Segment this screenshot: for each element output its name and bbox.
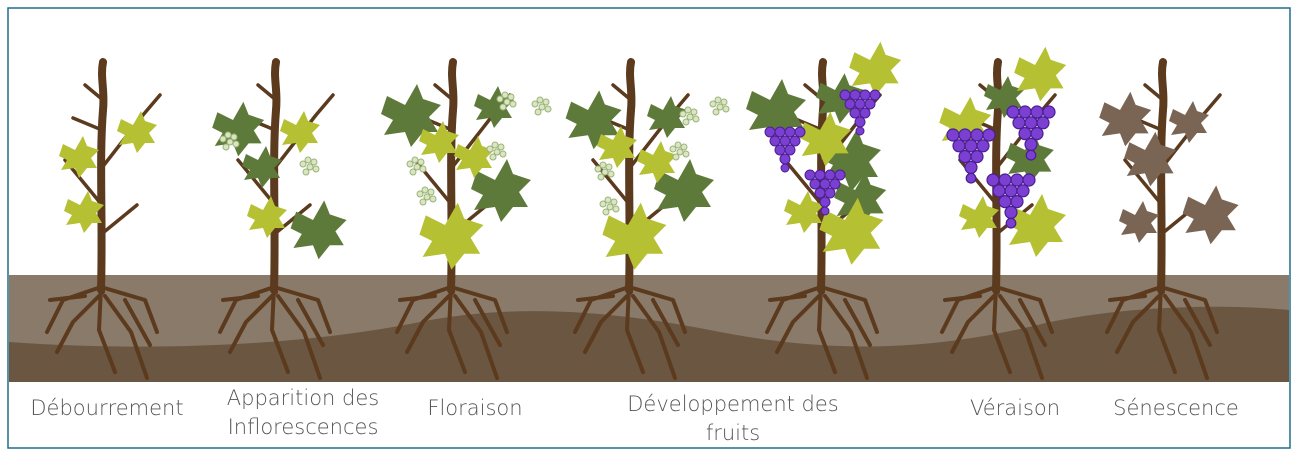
stage-label: fruits — [706, 421, 760, 445]
frame — [7, 7, 1291, 449]
soil-deep — [9, 306, 1289, 382]
stage-label: Débourrement — [30, 396, 183, 420]
stage-label: Apparition des — [227, 386, 379, 410]
stage-label: Floraison — [427, 396, 522, 420]
stage-label: Sénescence — [1113, 396, 1239, 420]
stage-label: Véraison — [970, 396, 1060, 420]
stage-label: Inflorescences — [228, 415, 379, 439]
stage-label: Développement des — [627, 392, 839, 416]
labels: Débourrement Apparition des Inflorescenc… — [30, 386, 1238, 445]
